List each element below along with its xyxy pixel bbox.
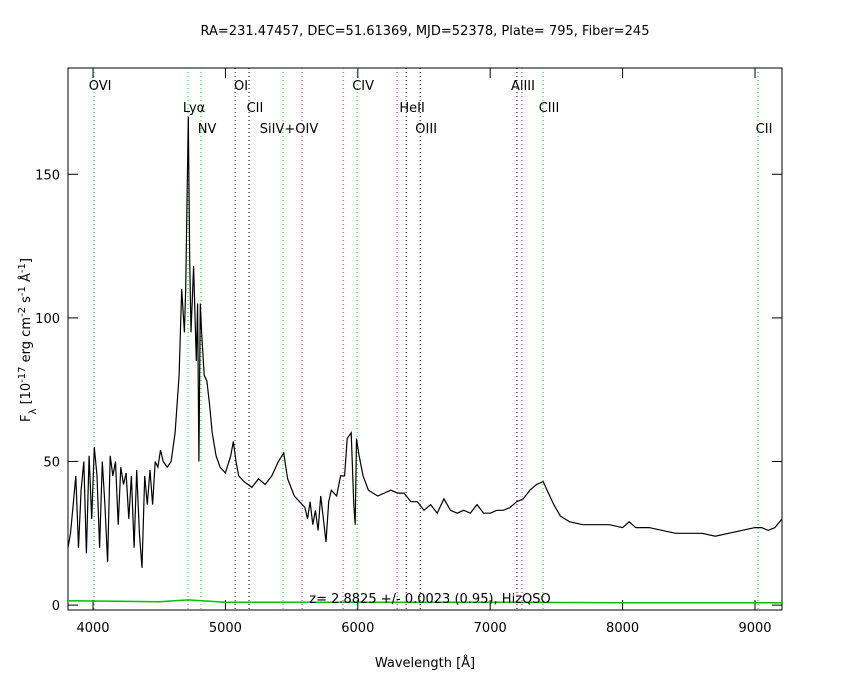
emission-line-label: OI	[234, 79, 248, 94]
y-axis-label-part: -1	[17, 286, 28, 296]
x-tick-label: 9000	[738, 621, 771, 636]
emission-line-label: OVI	[89, 79, 112, 94]
emission-line-label: NV	[198, 122, 217, 137]
y-tick-label: 50	[43, 456, 60, 471]
y-axis-label-part: λ	[28, 408, 39, 414]
emission-line-label: CIV	[352, 79, 374, 94]
chart-title: RA=231.47457, DEC=51.61369, MJD=52378, P…	[201, 24, 650, 39]
emission-line-label: CIII	[539, 101, 560, 116]
spectrum-line	[67, 599, 782, 604]
y-axis-label-part: F	[19, 414, 34, 421]
y-axis-label-part: -1	[17, 263, 28, 273]
x-tick-label: 8000	[606, 621, 639, 636]
x-tick-label: 4000	[76, 621, 109, 636]
emission-line-label: CII	[247, 101, 264, 116]
plot-frame	[67, 67, 783, 611]
emission-line-label: HeII	[399, 101, 424, 116]
y-tick-label: 0	[52, 599, 60, 614]
y-axis-label-part: ]	[19, 258, 34, 263]
y-axis-label-part: -17	[17, 366, 28, 382]
x-axis-label: Wavelength [Å]	[375, 655, 475, 671]
spectrum-line	[67, 116, 783, 568]
y-tick-label: 100	[35, 312, 60, 327]
annotation: z= 2.8825 +/- 0.0023 (0.95), HizQSO	[309, 592, 550, 607]
emission-line-label: OIII	[415, 122, 437, 137]
emission-line-label: AlIII	[511, 79, 535, 94]
y-axis-label-part: [10	[19, 383, 34, 409]
emission-line-label: CII	[756, 122, 773, 137]
y-axis-label: Fλ [10-17 erg cm-2 s-1 Å-1]	[17, 258, 39, 422]
y-tick-label: 150	[35, 168, 60, 183]
y-axis-label-part: erg cm	[19, 317, 34, 366]
y-axis-label-part: -2	[17, 307, 28, 317]
y-axis-label-part: Å	[18, 273, 34, 286]
y-axis-label-part: s	[19, 296, 34, 307]
emission-line-label: Lyα	[183, 101, 205, 116]
x-tick-label: 6000	[341, 621, 374, 636]
x-tick-label: 7000	[474, 621, 507, 636]
x-tick-label: 5000	[209, 621, 242, 636]
emission-line-label: SiIV+OIV	[260, 122, 319, 137]
